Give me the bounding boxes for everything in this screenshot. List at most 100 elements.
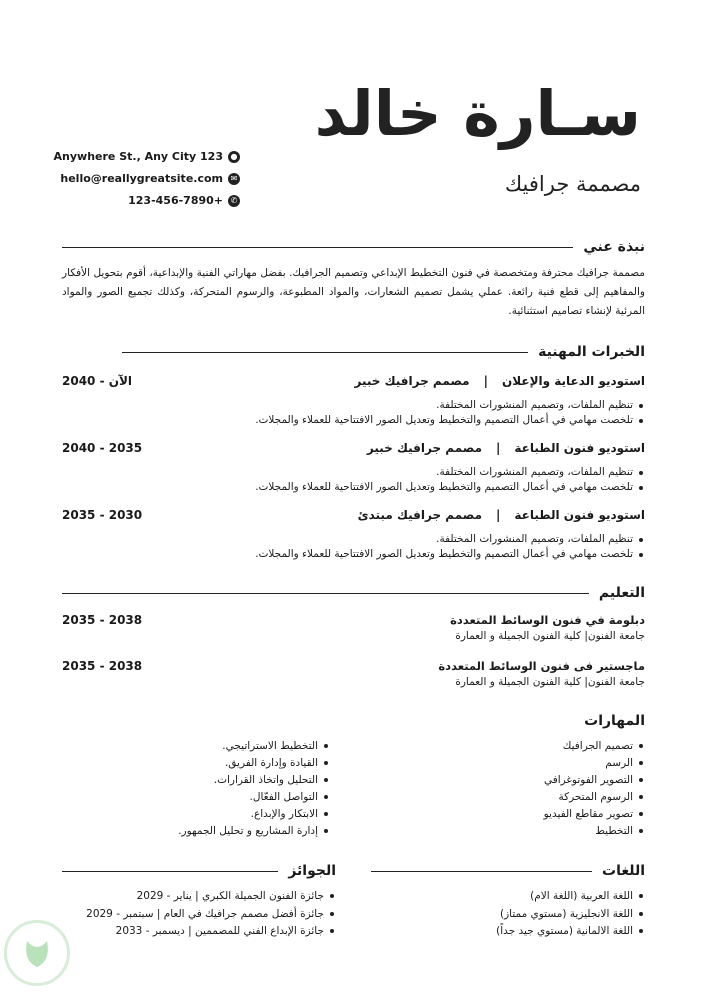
education-entry: ماجستير فى فنون الوسائط المتعددة 2035 - 2…: [62, 658, 645, 690]
skills-columns: تصميم الجرافيك الرسم التصوير الفوتوغرافي ال…: [62, 738, 645, 840]
separator: |: [496, 441, 501, 455]
skills-heading: المهارات: [584, 713, 645, 729]
divider: [62, 246, 574, 248]
skills-list-1: تصميم الجرافيك الرسم التصوير الفوتوغرافي ال…: [330, 738, 645, 840]
about-header: نبذة عني: [62, 238, 645, 256]
list-item: الابتكار والإبداع.: [62, 806, 330, 823]
phone-icon: ✆: [228, 195, 240, 207]
languages-list: اللغة العربية (اللغة الام) اللغة الانجليز…: [371, 888, 645, 941]
list-item: التخطيط الاستراتيجي.: [62, 738, 330, 755]
job-bullets: تنظيم الملفات، وتصميم المنشورات المختلفة…: [62, 532, 645, 562]
list-item: التحليل واتخاذ القرارات.: [62, 772, 330, 789]
list-item: جائزة الفنون الجميلة الكبري | يناير - 20…: [62, 888, 336, 906]
skills-list-2: التخطيط الاستراتيجي. القيادة وإدارة الفري…: [62, 738, 330, 840]
job-entry: استوديو فنون الطباعة | مصمم جرافيك خبير 204…: [62, 440, 645, 495]
job-header-row: استوديو فنون الطباعة | مصمم جرافيك خبير 204…: [62, 440, 645, 456]
skills-header: المهارات: [62, 712, 645, 730]
job-role: مصمم جرافيك خبير: [366, 441, 483, 455]
header: سـارة خالد مصممة جرافيك Anywhere St., An…: [0, 0, 707, 238]
job-dates: 2040 - 2035: [62, 441, 143, 455]
job-role: مصمم جرافيك مبتدئ: [357, 508, 483, 522]
job-title-line: استوديو فنون الطباعة | مصمم جرافيك خبير: [367, 440, 645, 456]
contact-address: Anywhere St., Any City 123 ●: [40, 150, 240, 164]
list-item: التخطيط: [330, 823, 645, 840]
divider: [122, 351, 529, 353]
list-item: اللغة العربية (اللغة الام): [371, 888, 645, 906]
education-dates: 2035 - 2038: [62, 659, 143, 673]
list-item: التصوير الفوتوغرافي: [330, 772, 645, 789]
job-title-line: استوديو الدعاية والإعلان | مصمم جرافيك خبي…: [354, 373, 645, 389]
list-item: تصميم الجرافيك: [330, 738, 645, 755]
address-text: Anywhere St., Any City 123: [53, 150, 223, 163]
bullet-item: تنظيم الملفات، وتصميم المنشورات المختلفة…: [62, 465, 645, 480]
awards-list: جائزة الفنون الجميلة الكبري | يناير - 20…: [62, 888, 336, 941]
awards-section: الجوائز جائزة الفنون الجميلة الكبري | ين…: [62, 862, 336, 941]
phone-text: 123-456-7890+: [128, 194, 223, 207]
job-title-line: استوديو فنون الطباعة | مصمم جرافيك مبتدئ: [358, 507, 645, 523]
list-item: إدارة المشاريع و تحليل الجمهور.: [62, 823, 330, 840]
job-bullets: تنظيم الملفات، وتصميم المنشورات المختلفة…: [62, 398, 645, 428]
job-dates: 2035 - 2030: [62, 508, 143, 522]
name-heading: سـارة خالد: [314, 77, 641, 150]
job-entry: استوديو فنون الطباعة | مصمم جرافيك مبتدئ 20…: [62, 507, 645, 562]
school: جامعة الفنون| كلية الفنون الجميلة و العم…: [455, 630, 645, 642]
education-dates: 2035 - 2038: [62, 613, 143, 627]
list-item: تصوير مقاطع الفيديو: [330, 806, 645, 823]
languages-heading: اللغات: [602, 863, 645, 879]
experience-section: الخبرات المهنية استوديو الدعاية والإعلان…: [62, 343, 645, 562]
job-title: مصممة جرافيك: [504, 172, 641, 196]
languages-header: اللغات: [371, 862, 645, 880]
list-item: جائزة الإبداع الفني للمصممين | ديسمبر - …: [62, 923, 336, 941]
email-text[interactable]: hello@reallygreatsite.com: [60, 172, 223, 185]
job-company: استوديو الدعاية والإعلان: [502, 374, 645, 388]
job-bullets: تنظيم الملفات، وتصميم المنشورات المختلفة…: [62, 465, 645, 495]
education-entry: دبلومة في فنون الوسائط المتعددة 2035 - 20…: [62, 612, 645, 644]
about-text: مصممة جرافيك محترفة ومتخصصة في فنون التخ…: [62, 267, 645, 317]
job-company: استوديو فنون الطباعة: [514, 441, 645, 455]
location-pin-icon: ●: [228, 151, 240, 163]
list-item: القيادة وإدارة الفريق.: [62, 755, 330, 772]
job-header-row: استوديو فنون الطباعة | مصمم جرافيك مبتدئ 20…: [62, 507, 645, 523]
job-company: استوديو فنون الطباعة: [514, 508, 645, 522]
envelope-icon: ✉: [228, 173, 240, 185]
languages-section: اللغات اللغة العربية (اللغة الام) اللغة ا…: [371, 862, 645, 941]
divider: [62, 870, 279, 872]
experience-header: الخبرات المهنية: [122, 343, 645, 361]
bullet-item: تلخصت مهامي في أعمال التصميم والتخطيط وت…: [62, 480, 645, 495]
divider: [62, 592, 589, 594]
experience-heading: الخبرات المهنية: [538, 344, 645, 360]
skills-section: المهارات تصميم الجرافيك الرسم التصوير الفو…: [62, 712, 645, 840]
education-header-row: ماجستير فى فنون الوسائط المتعددة 2035 - 2…: [62, 658, 645, 674]
bullet-item: تنظيم الملفات، وتصميم المنشورات المختلفة…: [62, 398, 645, 413]
awards-header: الجوائز: [62, 862, 336, 880]
list-item: جائزة أفضل مصمم جرافيك في العام | سبتمبر…: [62, 906, 336, 924]
contact-phone: 123-456-7890+ ✆: [40, 194, 240, 208]
job-dates: 2040 - الآن: [62, 374, 133, 388]
degree: دبلومة في فنون الوسائط المتعددة: [450, 613, 645, 627]
education-header: التعليم: [62, 584, 645, 602]
divider: [371, 870, 592, 872]
list-item: اللغة الالمانية (مستوي جيد جداً): [371, 923, 645, 941]
list-item: التواصل الفعّال.: [62, 789, 330, 806]
contact-email[interactable]: hello@reallygreatsite.com ✉: [40, 172, 240, 186]
awards-heading: الجوائز: [288, 863, 336, 879]
job-role: مصمم جرافيك خبير: [354, 374, 470, 388]
watermark-logo: [4, 920, 70, 986]
bottom-columns: اللغات اللغة العربية (اللغة الام) اللغة ا…: [62, 862, 645, 941]
separator: |: [483, 374, 489, 388]
jobs-list: استوديو الدعاية والإعلان | مصمم جرافيك خبي…: [62, 373, 645, 562]
list-item: الرسوم المتحركة: [330, 789, 645, 806]
resume-body: نبذة عني مصممة جرافيك محترفة ومتخصصة في …: [0, 238, 707, 981]
education-heading: التعليم: [598, 585, 645, 601]
about-heading: نبذة عني: [583, 239, 645, 255]
education-list: دبلومة في فنون الوسائط المتعددة 2035 - 20…: [62, 612, 645, 690]
job-header-row: استوديو الدعاية والإعلان | مصمم جرافيك خبي…: [62, 373, 645, 389]
degree: ماجستير فى فنون الوسائط المتعددة: [438, 659, 645, 673]
school: جامعة الفنون| كلية الفنون الجميلة و العم…: [455, 676, 645, 688]
separator: |: [496, 508, 501, 522]
about-section: نبذة عني مصممة جرافيك محترفة ومتخصصة في …: [62, 238, 645, 321]
job-entry: استوديو الدعاية والإعلان | مصمم جرافيك خبي…: [62, 373, 645, 428]
education-header-row: دبلومة في فنون الوسائط المتعددة 2035 - 20…: [62, 612, 645, 628]
education-section: التعليم دبلومة في فنون الوسائط المتعددة 2…: [62, 584, 645, 690]
bullet-item: تنظيم الملفات، وتصميم المنشورات المختلفة…: [62, 532, 645, 547]
